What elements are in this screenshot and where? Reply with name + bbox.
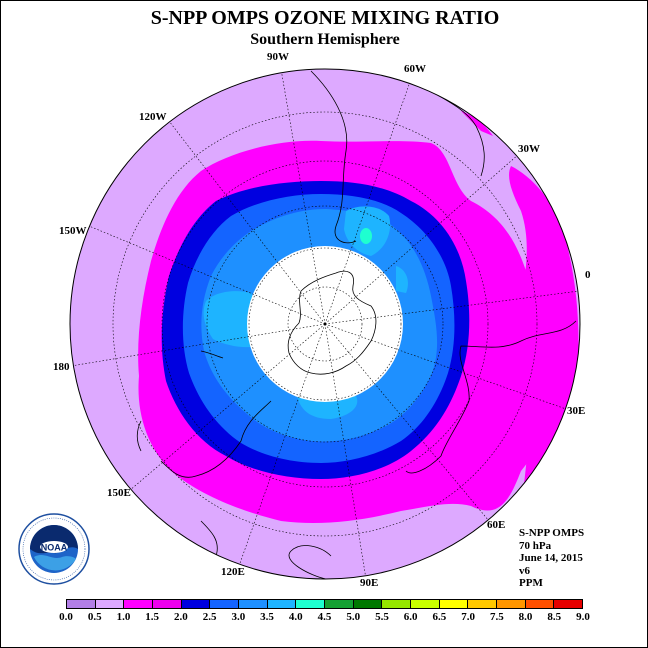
- meridians: [70, 69, 580, 579]
- logo-name: NOAA: [41, 543, 68, 553]
- info-version: v6: [519, 564, 530, 577]
- colorbar-swatch: [382, 600, 412, 608]
- colorbar-tick-label: 3.0: [231, 611, 246, 623]
- pole-dot: [323, 322, 327, 326]
- colorbar-tick-label: 8.0: [518, 611, 533, 623]
- info-block: S-NPP OMPS 70 hPa June 14, 2015 v6 PPM: [519, 527, 584, 590]
- antarctica-coastline: [287, 270, 377, 375]
- colorbar-swatch: [95, 600, 125, 608]
- colorbar-tick-label: 7.0: [461, 611, 475, 623]
- lon-label-90e: 90E: [360, 577, 379, 589]
- colorbar-swatch: [411, 600, 440, 608]
- map-border: [69, 68, 581, 580]
- lon-label-180: 180: [53, 361, 70, 373]
- colorbar-tick-label: 4.0: [288, 611, 303, 623]
- colorbar-tick-label: 1.5: [145, 611, 160, 623]
- colorbar-tick-label: 2.0: [174, 611, 188, 623]
- contour-aqua: [360, 228, 372, 244]
- info-date: June 14, 2015: [519, 552, 583, 564]
- lon-label-30w: 30W: [518, 143, 540, 155]
- colorbar-tick-label: 5.0: [346, 611, 361, 623]
- colorbar-swatch: [525, 600, 555, 608]
- colorbar-swatch: [554, 600, 583, 608]
- colorbar-tick-label: 3.5: [260, 611, 274, 623]
- colorbar-swatch: [67, 600, 96, 608]
- colorbar-tick-label: 2.5: [202, 611, 217, 623]
- noaa-logo-icon: NOAA: [18, 513, 90, 585]
- colorbar-tick-label: 1.0: [116, 611, 131, 623]
- lon-label-150w: 150W: [59, 225, 87, 237]
- colorbar-tick-label: 4.5: [317, 611, 332, 623]
- info-level: 70 hPa: [519, 539, 552, 552]
- lon-label-30e: 30E: [567, 405, 586, 417]
- lon-label-60e: 60E: [487, 519, 506, 531]
- colorbar-tick-label: 0.5: [87, 611, 102, 623]
- colorbar-swatch: [267, 600, 297, 608]
- colorbar-swatch: [153, 600, 182, 608]
- chart-title: S-NPP OMPS OZONE MIXING RATIO: [150, 7, 500, 29]
- colorbar-swatch: [124, 600, 154, 608]
- colorbar-tick-label: 5.5: [375, 611, 389, 623]
- colorbar: [66, 599, 583, 609]
- lon-label-120w: 120W: [139, 111, 167, 123]
- colorbar-swatch: [353, 600, 383, 608]
- lon-label-120e: 120E: [221, 566, 245, 578]
- colorbar-tick-label: 0.0: [59, 611, 73, 623]
- lon-label-0: 0: [585, 269, 591, 281]
- colorbar-swatch: [239, 600, 268, 608]
- colorbar-tick-label: 7.5: [489, 611, 504, 623]
- colorbar-swatch: [296, 600, 326, 608]
- colorbar-tick-label: 6.0: [403, 611, 418, 623]
- contour-lightblue-east: [396, 266, 408, 293]
- colorbar-swatch: [468, 600, 498, 608]
- colorbar-swatch: [497, 600, 526, 608]
- lon-label-150e: 150E: [107, 487, 131, 499]
- info-instrument: S-NPP OMPS: [519, 527, 585, 539]
- lon-label-90w: 90W: [267, 51, 289, 63]
- info-units: PPM: [519, 577, 543, 589]
- chart-subtitle: Southern Hemisphere: [250, 31, 400, 48]
- colorbar-tick-label: 6.5: [432, 611, 447, 623]
- colorbar-swatch: [325, 600, 354, 608]
- colorbar-tick-label: 9.0: [576, 611, 590, 623]
- lon-label-60w: 60W: [404, 63, 426, 75]
- colorbar-swatch: [439, 600, 469, 608]
- colorbar-swatch: [181, 600, 211, 608]
- colorbar-tick-label: 8.5: [547, 611, 562, 623]
- colorbar-swatch: [210, 600, 240, 608]
